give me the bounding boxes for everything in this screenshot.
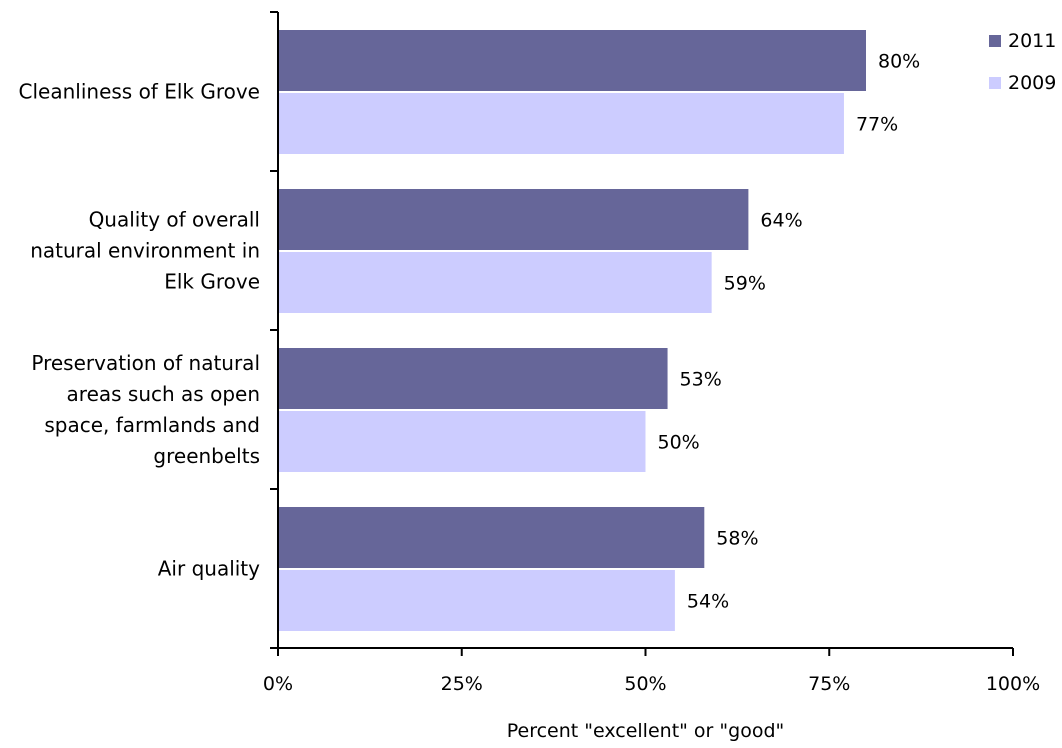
labels-layer: 80% 77% Cleanliness of Elk Grove 64% 59% Qual…: [19, 51, 1041, 696]
category-label-line: Elk Grove: [164, 270, 260, 294]
bar-2009-4: [278, 570, 675, 631]
category-label-4: Air quality: [158, 557, 260, 581]
category-label-line: greenbelts: [153, 444, 260, 468]
legend-label-2009: 2009: [1008, 72, 1056, 94]
x-tick-label-1: 25%: [441, 673, 483, 695]
bar-2011-2: [278, 189, 749, 250]
category-label-line: space, farmlands and: [44, 413, 260, 437]
data-label-2011-2: 64%: [760, 210, 802, 232]
category-label-line: Air quality: [158, 557, 260, 581]
axes-layer: [270, 11, 1014, 656]
category-label-1: Cleanliness of Elk Grove: [19, 80, 260, 104]
x-tick-label-4: 100%: [986, 673, 1040, 695]
data-label-2009-4: 54%: [687, 591, 729, 613]
bar-2009-2: [278, 252, 712, 313]
x-axis-title: Percent "excellent" or "good": [507, 720, 785, 742]
category-label-line: natural environment in: [30, 239, 260, 263]
category-label-3: Preservation of natural areas such as ope…: [31, 351, 260, 468]
bar-2011-3: [278, 348, 668, 409]
bar-2011-4: [278, 507, 705, 568]
bars-layer: [278, 30, 866, 631]
legend-label-2011: 2011: [1008, 30, 1056, 52]
x-tick-label-2: 50%: [624, 673, 666, 695]
category-label-line: Cleanliness of Elk Grove: [19, 80, 260, 104]
data-label-2011-3: 53%: [680, 369, 722, 391]
category-label-line: areas such as open: [67, 382, 260, 406]
data-label-2009-1: 77%: [856, 114, 898, 136]
category-label-line: Preservation of natural: [31, 351, 260, 375]
bar-2009-1: [278, 93, 844, 154]
x-tick-label-0: 0%: [263, 673, 293, 695]
data-label-2011-1: 80%: [878, 51, 920, 73]
legend: 2011 2009: [989, 30, 1056, 94]
data-label-2009-2: 59%: [724, 273, 766, 295]
x-tick-label-3: 75%: [808, 673, 850, 695]
bar-2011-1: [278, 30, 866, 91]
legend-swatch-2011: [989, 35, 1001, 47]
data-label-2009-3: 50%: [658, 432, 700, 454]
bar-2009-3: [278, 411, 646, 472]
category-label-2: Quality of overall natural environment in…: [30, 208, 260, 294]
legend-swatch-2009: [989, 77, 1001, 89]
category-label-line: Quality of overall: [89, 208, 260, 232]
data-label-2011-4: 58%: [716, 528, 758, 550]
